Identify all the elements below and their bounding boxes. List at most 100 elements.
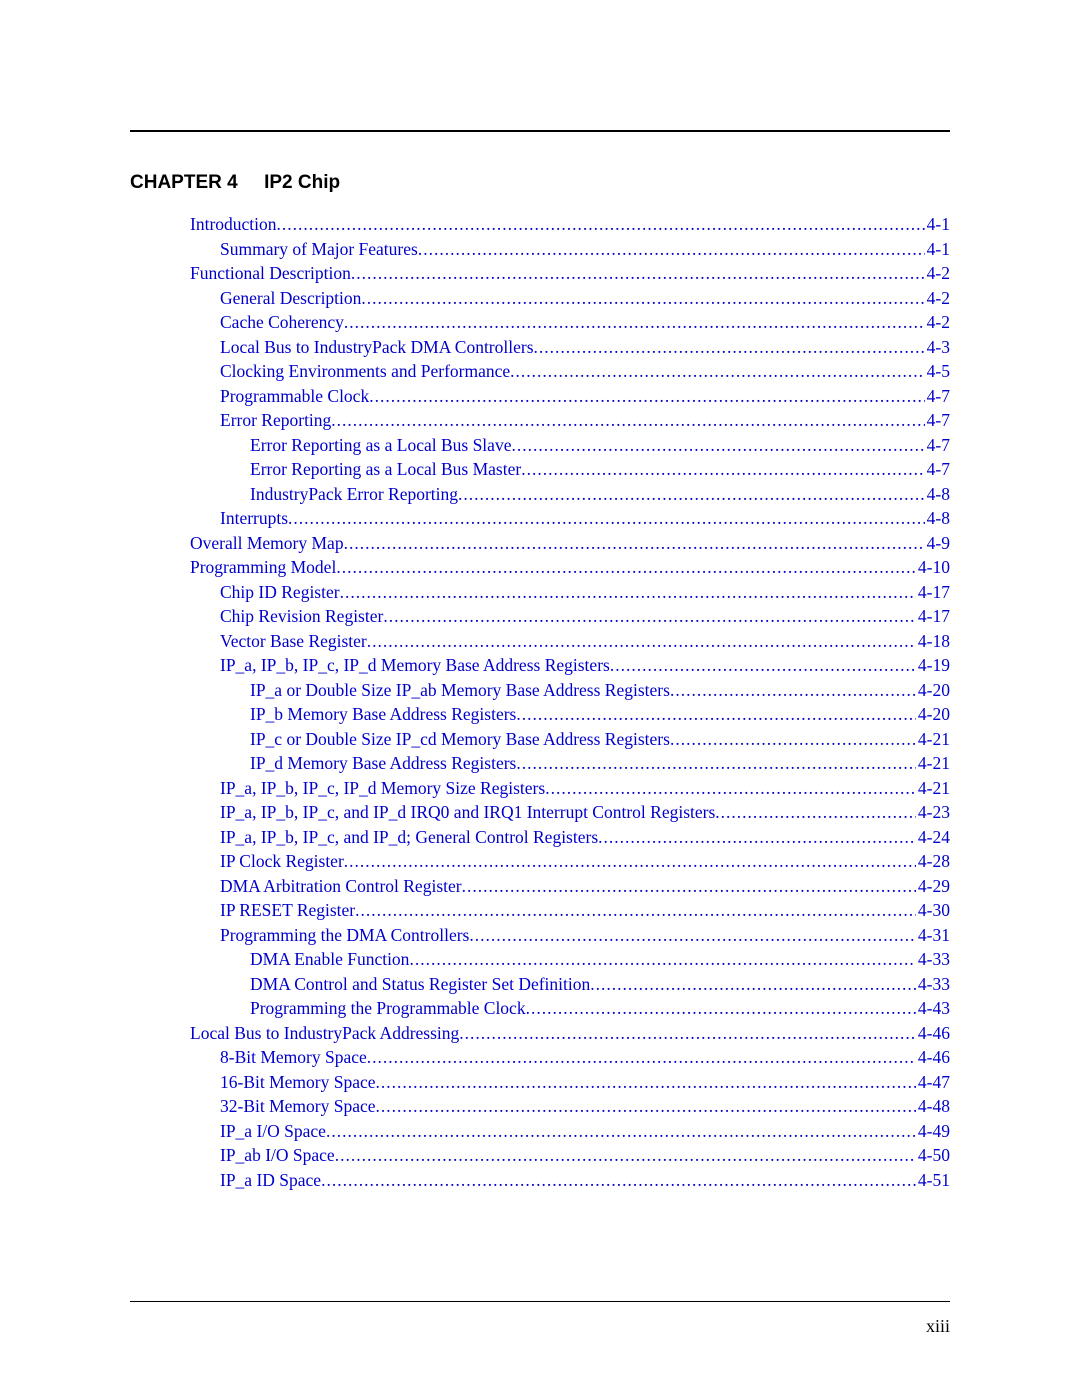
toc-entry-page[interactable]: 4-43 (916, 996, 950, 1021)
toc-entry-page[interactable]: 4-21 (916, 776, 950, 801)
toc-entry[interactable]: Error Reporting as a Local Bus Master 4-7 (130, 457, 950, 482)
toc-entry[interactable]: IP_d Memory Base Address Registers4-21 (130, 751, 950, 776)
toc-entry-title[interactable]: Programming the Programmable Clock (250, 996, 526, 1021)
toc-entry-title[interactable]: IP_a, IP_b, IP_c, and IP_d IRQ0 and IRQ1… (220, 800, 715, 825)
toc-entry-title[interactable]: IP_a, IP_b, IP_c, IP_d Memory Base Addre… (220, 653, 610, 678)
toc-entry-page[interactable]: 4-8 (925, 506, 950, 531)
toc-entry-title[interactable]: Local Bus to IndustryPack DMA Controller… (220, 335, 534, 360)
toc-entry[interactable]: DMA Control and Status Register Set Defi… (130, 972, 950, 997)
toc-entry-title[interactable]: Functional Description (190, 261, 351, 286)
toc-entry-page[interactable]: 4-9 (925, 531, 950, 556)
toc-entry-page[interactable]: 4-10 (916, 555, 950, 580)
toc-entry-page[interactable]: 4-48 (916, 1094, 950, 1119)
toc-entry-title[interactable]: Error Reporting as a Local Bus Master (250, 457, 521, 482)
toc-entry-page[interactable]: 4-31 (916, 923, 950, 948)
toc-entry[interactable]: Vector Base Register 4-18 (130, 629, 950, 654)
toc-entry-page[interactable]: 4-50 (916, 1143, 950, 1168)
toc-entry-page[interactable]: 4-24 (916, 825, 950, 850)
toc-entry-title[interactable]: IP_b Memory Base Address Registers (250, 702, 516, 727)
toc-entry[interactable]: IP_a, IP_b, IP_c, and IP_d IRQ0 and IRQ1… (130, 800, 950, 825)
toc-entry[interactable]: IP Clock Register 4-28 (130, 849, 950, 874)
toc-entry[interactable]: DMA Enable Function4-33 (130, 947, 950, 972)
toc-entry-title[interactable]: Programming Model (190, 555, 336, 580)
toc-entry[interactable]: IP_a I/O Space4-49 (130, 1119, 950, 1144)
toc-entry[interactable]: IP_a, IP_b, IP_c, IP_d Memory Size Regis… (130, 776, 950, 801)
toc-entry-title[interactable]: 8-Bit Memory Space (220, 1045, 367, 1070)
toc-entry-title[interactable]: Programmable Clock (220, 384, 369, 409)
toc-entry[interactable]: IndustryPack Error Reporting 4-8 (130, 482, 950, 507)
toc-entry-title[interactable]: IP_a or Double Size IP_ab Memory Base Ad… (250, 678, 670, 703)
toc-entry-page[interactable]: 4-3 (925, 335, 950, 360)
toc-entry-title[interactable]: IP RESET Register (220, 898, 355, 923)
toc-entry-title[interactable]: Chip Revision Register (220, 604, 383, 629)
toc-entry-page[interactable]: 4-17 (916, 580, 950, 605)
toc-entry-page[interactable]: 4-1 (925, 237, 950, 262)
toc-entry[interactable]: Programmable Clock 4-7 (130, 384, 950, 409)
toc-entry[interactable]: General Description 4-2 (130, 286, 950, 311)
toc-entry[interactable]: Overall Memory Map4-9 (130, 531, 950, 556)
toc-entry-page[interactable]: 4-17 (916, 604, 950, 629)
toc-entry-page[interactable]: 4-5 (925, 359, 950, 384)
toc-entry[interactable]: Programming the DMA Controllers 4-31 (130, 923, 950, 948)
toc-entry[interactable]: IP_a or Double Size IP_ab Memory Base Ad… (130, 678, 950, 703)
toc-entry[interactable]: 8-Bit Memory Space 4-46 (130, 1045, 950, 1070)
toc-entry-title[interactable]: 32-Bit Memory Space (220, 1094, 376, 1119)
toc-entry-title[interactable]: DMA Enable Function (250, 947, 409, 972)
toc-entry[interactable]: Chip Revision Register 4-17 (130, 604, 950, 629)
toc-entry-title[interactable]: Cache Coherency (220, 310, 344, 335)
toc-entry-title[interactable]: IP_a ID Space (220, 1168, 321, 1193)
toc-entry[interactable]: Introduction4-1 (130, 212, 950, 237)
toc-entry[interactable]: Clocking Environments and Performance 4-5 (130, 359, 950, 384)
toc-entry-page[interactable]: 4-21 (916, 727, 950, 752)
toc-entry-page[interactable]: 4-8 (925, 482, 950, 507)
toc-entry[interactable]: DMA Arbitration Control Register4-29 (130, 874, 950, 899)
toc-entry-page[interactable]: 4-7 (925, 457, 950, 482)
toc-entry-page[interactable]: 4-23 (916, 800, 950, 825)
toc-entry-title[interactable]: IP_ab I/O Space (220, 1143, 335, 1168)
toc-entry-title[interactable]: IndustryPack Error Reporting (250, 482, 458, 507)
toc-entry[interactable]: 16-Bit Memory Space4-47 (130, 1070, 950, 1095)
toc-entry-page[interactable]: 4-30 (916, 898, 950, 923)
toc-entry[interactable]: Local Bus to IndustryPack Addressing4-46 (130, 1021, 950, 1046)
toc-entry-page[interactable]: 4-28 (916, 849, 950, 874)
toc-entry-page[interactable]: 4-2 (925, 310, 950, 335)
toc-entry[interactable]: IP_c or Double Size IP_cd Memory Base Ad… (130, 727, 950, 752)
toc-entry[interactable]: Programming the Programmable Clock 4-43 (130, 996, 950, 1021)
toc-entry-title[interactable]: Vector Base Register (220, 629, 367, 654)
toc-entry-title[interactable]: Local Bus to IndustryPack Addressing (190, 1021, 459, 1046)
toc-entry-title[interactable]: Introduction (190, 212, 277, 237)
toc-entry-page[interactable]: 4-7 (925, 384, 950, 409)
toc-entry-page[interactable]: 4-2 (925, 286, 950, 311)
toc-entry-page[interactable]: 4-7 (925, 433, 950, 458)
toc-entry[interactable]: Local Bus to IndustryPack DMA Controller… (130, 335, 950, 360)
toc-entry-page[interactable]: 4-29 (916, 874, 950, 899)
toc-entry-title[interactable]: IP_a I/O Space (220, 1119, 326, 1144)
toc-entry-title[interactable]: DMA Control and Status Register Set Defi… (250, 972, 590, 997)
toc-entry-page[interactable]: 4-21 (916, 751, 950, 776)
toc-entry-title[interactable]: Clocking Environments and Performance (220, 359, 510, 384)
toc-entry-title[interactable]: Interrupts (220, 506, 288, 531)
toc-entry-title[interactable]: IP_a, IP_b, IP_c, and IP_d; General Cont… (220, 825, 598, 850)
toc-entry[interactable]: IP_a, IP_b, IP_c, and IP_d; General Cont… (130, 825, 950, 850)
toc-entry[interactable]: Functional Description4-2 (130, 261, 950, 286)
toc-entry[interactable]: 32-Bit Memory Space 4-48 (130, 1094, 950, 1119)
toc-entry[interactable]: IP_b Memory Base Address Registers4-20 (130, 702, 950, 727)
toc-entry-title[interactable]: Summary of Major Features (220, 237, 418, 262)
toc-entry-page[interactable]: 4-18 (916, 629, 950, 654)
toc-entry[interactable]: Summary of Major Features 4-1 (130, 237, 950, 262)
toc-entry[interactable]: Error Reporting 4-7 (130, 408, 950, 433)
toc-entry-title[interactable]: General Description (220, 286, 361, 311)
toc-entry-title[interactable]: Error Reporting as a Local Bus Slave (250, 433, 511, 458)
toc-entry[interactable]: IP_a, IP_b, IP_c, IP_d Memory Base Addre… (130, 653, 950, 678)
toc-entry[interactable]: IP_a ID Space4-51 (130, 1168, 950, 1193)
toc-entry-page[interactable]: 4-7 (925, 408, 950, 433)
toc-entry-title[interactable]: Error Reporting (220, 408, 331, 433)
toc-entry[interactable]: IP_ab I/O Space 4-50 (130, 1143, 950, 1168)
toc-entry[interactable]: Programming Model 4-10 (130, 555, 950, 580)
toc-entry[interactable]: IP RESET Register 4-30 (130, 898, 950, 923)
toc-entry[interactable]: Interrupts 4-8 (130, 506, 950, 531)
toc-entry-title[interactable]: 16-Bit Memory Space (220, 1070, 376, 1095)
toc-entry-title[interactable]: IP Clock Register (220, 849, 344, 874)
toc-entry-title[interactable]: Programming the DMA Controllers (220, 923, 469, 948)
toc-entry-page[interactable]: 4-46 (916, 1045, 950, 1070)
